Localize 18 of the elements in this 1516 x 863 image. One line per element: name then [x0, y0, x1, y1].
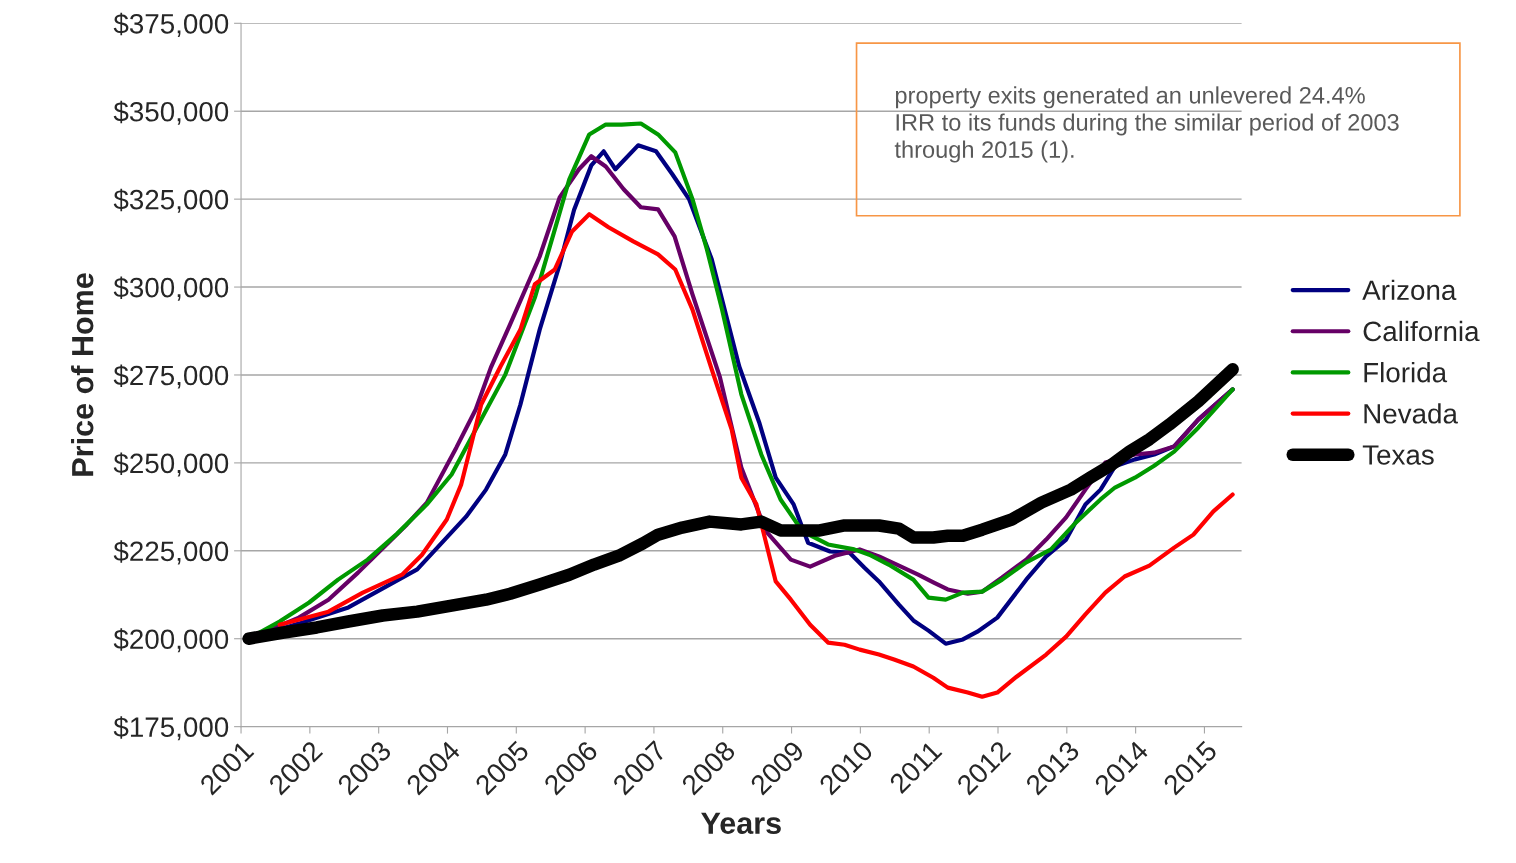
y-tick-label: $275,000 [113, 364, 229, 389]
legend-label: Arizona [1362, 279, 1457, 301]
legend-label: Texas [1362, 445, 1434, 465]
legend-label: California [1363, 320, 1480, 342]
annotation: property exits generated an unlevered 24.4% IRR to its funds during the similar period of 2003 through 2015 (1). [894, 86, 1399, 163]
y-tick-label: $175,000 [113, 716, 229, 741]
y-tick-label: $325,000 [113, 188, 229, 213]
line-series [277, 212, 1235, 699]
y-axis-title: Price of Home [71, 273, 94, 476]
y-tick-label: $350,000 [113, 100, 229, 125]
x-axis-title: Years [701, 812, 781, 835]
y-tick-label: $375,000 [113, 12, 229, 37]
y-tick-label: $225,000 [113, 540, 229, 565]
legend-label: Florida [1364, 362, 1448, 383]
y-tick-label: $200,000 [113, 628, 229, 653]
y-tick-label: $250,000 [113, 452, 229, 477]
y-tick-label: $300,000 [113, 276, 229, 301]
legend-label: Nevada [1364, 403, 1458, 424]
